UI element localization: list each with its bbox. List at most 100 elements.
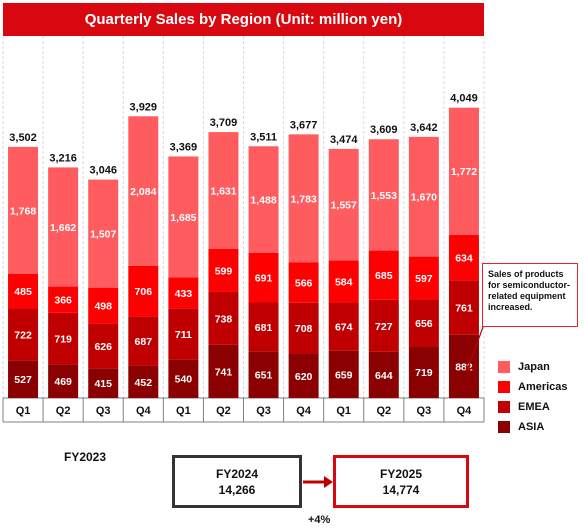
total-label-10: 3,609 xyxy=(370,124,398,136)
x-tick-label-6: Q2 xyxy=(216,405,231,417)
x-tick-label-10: Q2 xyxy=(376,405,391,417)
data-label-americas-4: 706 xyxy=(135,286,153,298)
x-tick-label-8: Q4 xyxy=(296,405,312,417)
data-label-japan-7: 1,488 xyxy=(250,195,276,207)
legend-item-asia: ASIA xyxy=(498,417,568,437)
bar-americas-1 xyxy=(8,273,39,309)
bar-asia-1 xyxy=(8,360,39,398)
x-tick-label-11: Q3 xyxy=(417,405,432,417)
data-label-japan-4: 2,084 xyxy=(130,186,156,198)
bar-emea-10 xyxy=(368,299,399,352)
bar-americas-6 xyxy=(208,249,239,292)
data-label-americas-9: 584 xyxy=(335,276,353,288)
chart-title: Quarterly Sales by Region (Unit: million… xyxy=(3,3,484,36)
total-label-11: 3,642 xyxy=(410,122,438,134)
x-tick-label-3: Q3 xyxy=(96,405,111,417)
bar-asia-10 xyxy=(368,351,399,398)
x-tick-label-4: Q4 xyxy=(136,405,152,417)
legend-swatch-americas xyxy=(498,381,510,393)
data-label-americas-2: 366 xyxy=(54,295,72,307)
data-label-japan-11: 1,670 xyxy=(411,192,437,204)
group-label-fy2023: FY2023 xyxy=(64,450,107,464)
legend-label-americas: Americas xyxy=(518,381,568,393)
legend-label-emea: EMEA xyxy=(518,401,550,413)
data-label-americas-12: 634 xyxy=(455,252,473,264)
bar-japan-10 xyxy=(368,139,399,251)
data-label-asia-9: 659 xyxy=(335,369,353,381)
legend-label-japan: Japan xyxy=(518,361,550,373)
data-label-emea-8: 708 xyxy=(295,323,313,335)
legend-swatch-asia xyxy=(498,421,510,433)
legend: Japan Americas EMEA ASIA xyxy=(498,357,568,437)
bar-japan-5 xyxy=(168,156,199,278)
data-label-asia-11: 719 xyxy=(415,367,433,379)
legend-label-asia: ASIA xyxy=(518,421,545,433)
bar-americas-3 xyxy=(88,287,119,324)
x-tick-label-5: Q1 xyxy=(176,405,191,417)
bar-americas-9 xyxy=(328,260,359,303)
data-label-asia-6: 741 xyxy=(215,366,233,378)
data-label-asia-5: 540 xyxy=(175,374,193,386)
bar-asia-2 xyxy=(48,364,79,398)
total-label-8: 3,677 xyxy=(290,119,318,131)
legend-item-emea: EMEA xyxy=(498,397,568,417)
bar-americas-4 xyxy=(128,265,159,317)
bar-emea-8 xyxy=(288,302,319,354)
bar-asia-9 xyxy=(328,350,359,398)
bar-japan-3 xyxy=(88,179,119,288)
bar-japan-4 xyxy=(128,116,159,266)
data-label-japan-1: 1,768 xyxy=(10,205,36,217)
data-label-asia-7: 651 xyxy=(255,370,273,382)
x-tick-label-1: Q1 xyxy=(16,405,31,417)
bar-japan-12 xyxy=(448,107,479,235)
data-label-emea-10: 727 xyxy=(375,321,393,333)
data-label-emea-9: 674 xyxy=(335,322,353,334)
bar-americas-11 xyxy=(408,256,439,300)
bar-americas-10 xyxy=(368,250,399,300)
total-label-4: 3,929 xyxy=(130,101,158,113)
bar-emea-9 xyxy=(328,302,359,351)
data-label-japan-12: 1,772 xyxy=(451,166,477,178)
data-label-emea-11: 656 xyxy=(415,318,433,330)
data-label-asia-4: 452 xyxy=(135,377,153,389)
data-label-asia-2: 469 xyxy=(54,376,72,388)
growth-rate: +4% xyxy=(308,514,331,526)
data-label-emea-6: 738 xyxy=(215,313,233,325)
data-label-emea-4: 687 xyxy=(135,336,153,348)
data-label-asia-8: 620 xyxy=(295,371,313,383)
total-label-12: 4,049 xyxy=(450,93,478,105)
data-label-japan-8: 1,783 xyxy=(290,193,316,205)
total-label-7: 3,511 xyxy=(250,131,277,143)
total-label-6: 3,709 xyxy=(210,117,238,129)
bar-japan-1 xyxy=(8,146,39,274)
data-label-japan-3: 1,507 xyxy=(90,229,116,241)
total-label-1: 3,502 xyxy=(9,132,37,144)
callout-pointer-dot xyxy=(465,366,471,372)
legend-item-japan: Japan xyxy=(498,357,568,377)
data-label-americas-3: 498 xyxy=(94,301,112,313)
bar-americas-5 xyxy=(168,277,199,309)
bar-asia-7 xyxy=(248,351,279,398)
data-label-japan-6: 1,631 xyxy=(210,186,236,198)
bar-emea-3 xyxy=(88,323,119,369)
data-label-asia-3: 415 xyxy=(94,378,112,390)
total-label-5: 3,369 xyxy=(170,141,198,153)
bar-asia-11 xyxy=(408,346,439,398)
data-label-emea-5: 711 xyxy=(175,329,192,341)
callout-pointer-line xyxy=(467,326,484,369)
data-label-japan-9: 1,557 xyxy=(331,200,357,212)
data-label-americas-6: 599 xyxy=(215,265,233,277)
total-label-3: 3,046 xyxy=(89,165,117,177)
bar-japan-2 xyxy=(48,167,79,287)
bar-emea-11 xyxy=(408,299,439,347)
x-tick-label-7: Q3 xyxy=(256,405,271,417)
bar-emea-2 xyxy=(48,312,79,365)
fy2024-label: FY2024 xyxy=(215,466,259,481)
bar-americas-7 xyxy=(248,252,279,303)
bar-emea-5 xyxy=(168,308,199,360)
fy2024-total-box: FY2024 14,266 xyxy=(172,455,302,508)
fy2025-label: FY2025 xyxy=(379,466,423,481)
bar-japan-11 xyxy=(408,136,439,257)
bar-asia-5 xyxy=(168,359,199,398)
